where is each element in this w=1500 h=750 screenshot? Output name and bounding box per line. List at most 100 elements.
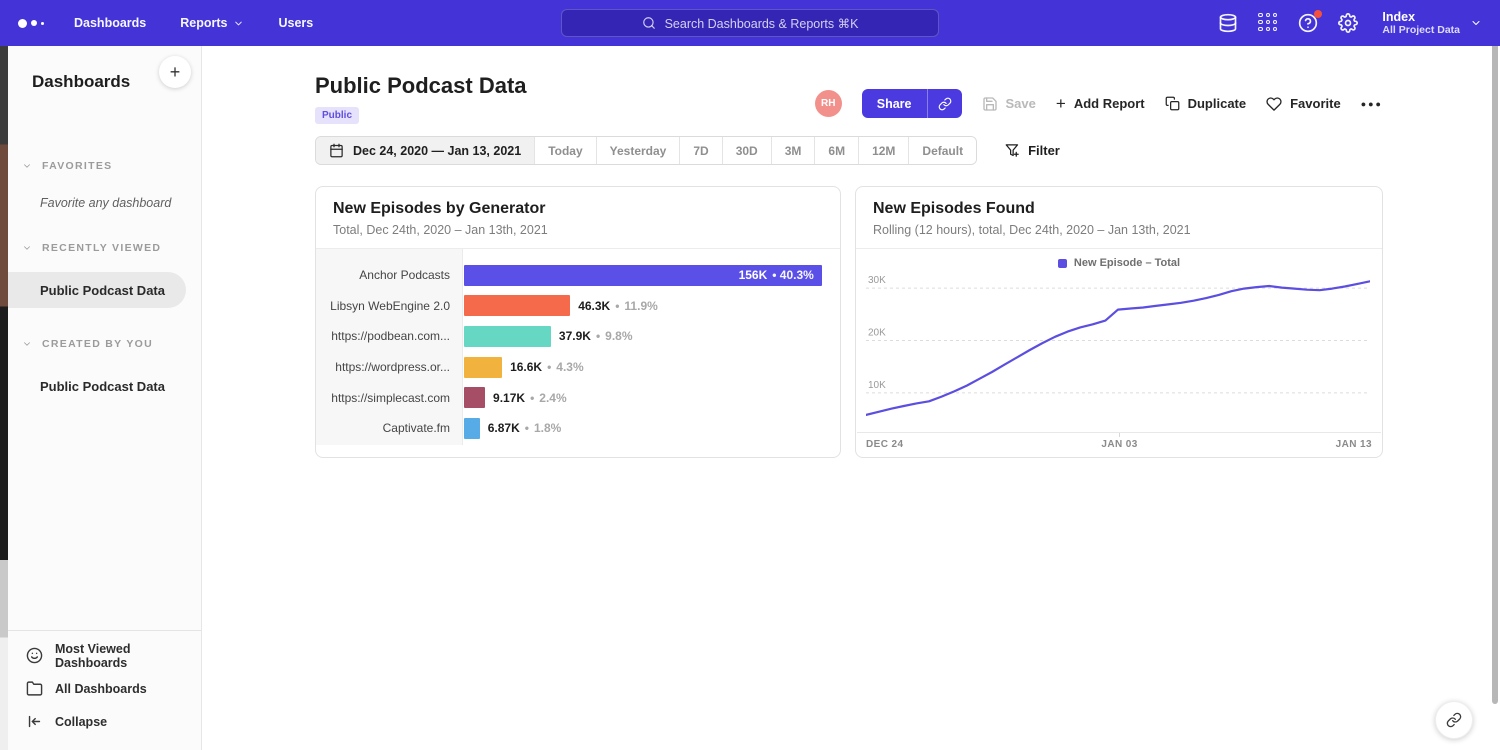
public-badge: Public	[315, 107, 360, 124]
line-chart-title[interactable]: New Episodes Found	[873, 200, 1035, 217]
sidebar-section-label: FAVORITES	[42, 160, 113, 172]
add-dashboard-button[interactable]: +	[159, 56, 191, 88]
x-tick-dec-24: DEC 24	[866, 439, 904, 450]
filter-button[interactable]: Filter	[1005, 143, 1060, 158]
preset-30d[interactable]: 30D	[721, 137, 771, 164]
chevron-down-icon	[24, 246, 30, 250]
nav-item-reports[interactable]: Reports	[180, 16, 244, 30]
help-icon[interactable]	[1298, 9, 1323, 34]
bar-value-label: 37.9K • 9.8%	[558, 329, 633, 344]
bar-category-label: Captivate.fm	[382, 421, 450, 436]
project-switcher[interactable]: Index All Project Data	[1382, 10, 1482, 37]
chevron-down-icon	[24, 164, 30, 168]
date-toolbar: Dec 24, 2020 — Jan 13, 2021 Today Yesterd…	[315, 136, 1060, 165]
x-axis-labels: DEC 24 JAN 03 JAN 13	[857, 432, 1381, 450]
page-scrollbar[interactable]	[1492, 6, 1498, 704]
apps-grid-icon[interactable]	[1258, 12, 1279, 34]
sidebar-item-public-podcast-data[interactable]: Public Podcast Data	[8, 272, 186, 308]
preset-today[interactable]: Today	[534, 137, 596, 164]
bar[interactable]: 156K • 40.3%	[464, 264, 822, 286]
chevron-down-icon	[1472, 21, 1480, 25]
filter-icon	[1005, 144, 1019, 157]
bar[interactable]	[464, 417, 480, 439]
sidebar-footer-label: Collapse	[55, 714, 108, 729]
bar-value-label: 9.17K • 2.4%	[493, 390, 567, 405]
bar-chart: Anchor Podcasts 156K • 40.3% Libsyn WebEngi…	[316, 249, 840, 458]
bar-category-label: Libsyn WebEngine 2.0	[330, 298, 450, 313]
collapse-icon	[26, 713, 43, 730]
legend-swatch	[1057, 258, 1067, 268]
header-actions: RH Share Save + Add Report Duplicate Fav…	[814, 89, 1383, 118]
nav-item-users[interactable]: Users	[278, 16, 313, 30]
bar-track: 6.87K • 1.8%	[463, 417, 830, 439]
nav-item-dashboards[interactable]: Dashboards	[74, 16, 146, 30]
bar-category-label: https://wordpress.or...	[335, 360, 450, 375]
duplicate-button[interactable]: Duplicate	[1165, 96, 1246, 111]
sidebar-footer-label: All Dashboards	[55, 681, 147, 696]
main-content: Public Podcast Data Public RH Share Save…	[202, 46, 1500, 750]
sidebar-section-favorites[interactable]: FAVORITES	[8, 150, 201, 182]
favorite-button[interactable]: Favorite	[1266, 96, 1341, 112]
sidebar-section-created-by-you[interactable]: CREATED BY YOU	[8, 328, 201, 360]
global-search-input[interactable]: Search Dashboards & Reports ⌘K	[561, 9, 939, 37]
bar[interactable]	[464, 325, 551, 347]
project-name: Index	[1382, 9, 1416, 24]
bar-category-label: https://podbean.com...	[331, 329, 450, 344]
sidebar-section-recently-viewed[interactable]: RECENTLY VIEWED	[8, 232, 201, 264]
share-button[interactable]: Share	[861, 89, 962, 118]
avatar[interactable]: RH	[814, 90, 842, 117]
calendar-icon	[330, 143, 343, 158]
line-chart-plot[interactable]: 10K 20K 30K	[864, 275, 1372, 427]
preset-default[interactable]: Default	[908, 137, 977, 164]
line-chart-card: New Episodes Found Rolling (12 hours), t…	[855, 186, 1383, 458]
bar-row-https-wordpress-or: https://wordpress.or... 16.6K • 4.3%	[316, 352, 840, 383]
primary-nav: Dashboards Reports Users	[74, 16, 313, 30]
preset-3m[interactable]: 3M	[770, 137, 815, 164]
share-button-label[interactable]: Share	[861, 89, 927, 118]
preset-6m[interactable]: 6M	[814, 137, 859, 164]
data-icon[interactable]	[1218, 13, 1239, 34]
bar-chart-title[interactable]: New Episodes by Generator	[333, 200, 546, 217]
copy-icon	[1165, 96, 1179, 111]
svg-text:10K: 10K	[868, 380, 886, 391]
bar-track: 16.6K • 4.3%	[463, 356, 830, 378]
share-link-icon[interactable]	[926, 89, 962, 118]
date-range-picker[interactable]: Dec 24, 2020 — Jan 13, 2021	[316, 137, 535, 164]
sidebar-footer-collapse[interactable]: Collapse	[8, 705, 201, 738]
bar-category-label: Anchor Podcasts	[359, 268, 450, 283]
x-tick-jan-13: JAN 13	[1335, 439, 1372, 450]
save-button[interactable]: Save	[982, 96, 1036, 112]
floating-link-button[interactable]	[1435, 701, 1473, 739]
sidebar-sections: FAVORITES Favorite any dashboard RECENTLY …	[8, 150, 201, 424]
sidebar-footer-most-viewed-dashboards[interactable]: Most Viewed Dashboards	[8, 639, 201, 672]
bar-row-libsyn-webengine-2-0: Libsyn WebEngine 2.0 46.3K • 11.9%	[316, 291, 840, 322]
bar[interactable]	[464, 387, 486, 409]
bar[interactable]	[464, 295, 571, 317]
preset-12m[interactable]: 12M	[858, 137, 909, 164]
app-logo-icon[interactable]	[18, 18, 44, 28]
bar-row-captivate-fm: Captivate.fm 6.87K • 1.8%	[316, 413, 840, 444]
bar-value-label: 156K • 40.3%	[738, 268, 814, 283]
bar[interactable]	[464, 356, 503, 378]
nav-item-label: Reports	[180, 16, 228, 30]
bar-track: 9.17K • 2.4%	[463, 387, 830, 409]
background-window-sliver	[0, 46, 8, 750]
sidebar-footer-label: Most Viewed Dashboards	[55, 641, 131, 670]
sidebar-section-label: RECENTLY VIEWED	[42, 242, 162, 254]
bar-track: 156K • 40.3%	[463, 264, 830, 286]
preset-7d[interactable]: 7D	[679, 137, 722, 164]
sidebar-empty-hint: Favorite any dashboard	[40, 196, 172, 210]
settings-icon[interactable]	[1338, 12, 1359, 34]
bar-row-anchor-podcasts: Anchor Podcasts 156K • 40.3%	[316, 260, 840, 291]
preset-yesterday[interactable]: Yesterday	[595, 137, 680, 164]
sidebar: Dashboards + FAVORITES Favorite any dashb…	[8, 46, 202, 750]
sidebar-footer-all-dashboards[interactable]: All Dashboards	[8, 672, 201, 705]
chevron-down-icon	[235, 21, 243, 25]
sidebar-footer: Most Viewed Dashboards All Dashboards Coll…	[8, 630, 201, 738]
top-nav: Dashboards Reports Users Search Dashboards…	[0, 0, 1500, 46]
more-options-button[interactable]: ●●●	[1360, 98, 1383, 109]
add-report-button[interactable]: + Add Report	[1055, 93, 1145, 113]
project-scope: All Project Data	[1382, 23, 1460, 36]
sidebar-item-public-podcast-data[interactable]: Public Podcast Data	[40, 378, 165, 394]
smiley-icon	[26, 647, 43, 664]
